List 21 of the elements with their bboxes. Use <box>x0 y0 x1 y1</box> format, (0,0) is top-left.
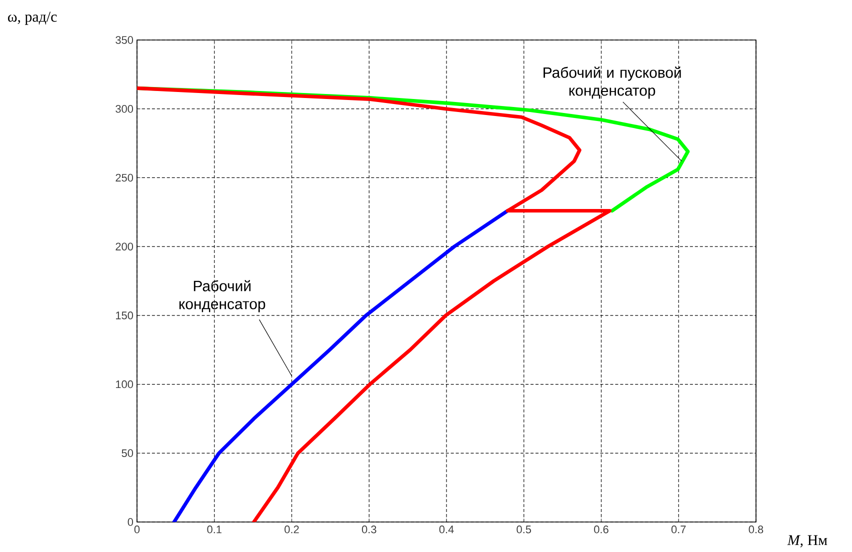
y-tick-label: 0 <box>128 518 134 526</box>
y-tick-label: 350 <box>116 36 134 44</box>
y-tick-label: 200 <box>116 242 134 250</box>
annotation: Рабочий конденсатор <box>179 280 266 312</box>
x-tick-label: 0.6 <box>594 526 608 534</box>
y-tick-label: 300 <box>116 104 134 113</box>
x-tick-label: 0.4 <box>439 526 454 534</box>
y-tick-label: 50 <box>122 449 134 458</box>
y-axis-title: ω, рад/с <box>8 12 57 25</box>
x-tick-label: 0.1 <box>207 526 222 534</box>
x-tick-label: 0.8 <box>748 526 764 534</box>
x-tick-label: 0 <box>134 526 140 534</box>
annotation: Рабочий и пусковой конденсатор <box>544 66 681 99</box>
y-tick-label: 100 <box>116 380 134 388</box>
x-tick-label: 0.3 <box>362 526 376 534</box>
x-tick-label: 0.2 <box>284 526 299 534</box>
x-axis-title: M, Нм <box>787 535 828 548</box>
x-tick-label: 0.5 <box>516 526 532 534</box>
y-tick-label: 150 <box>116 312 134 320</box>
x-tick-label: 0.7 <box>671 526 686 534</box>
y-tick-label: 250 <box>116 174 134 182</box>
